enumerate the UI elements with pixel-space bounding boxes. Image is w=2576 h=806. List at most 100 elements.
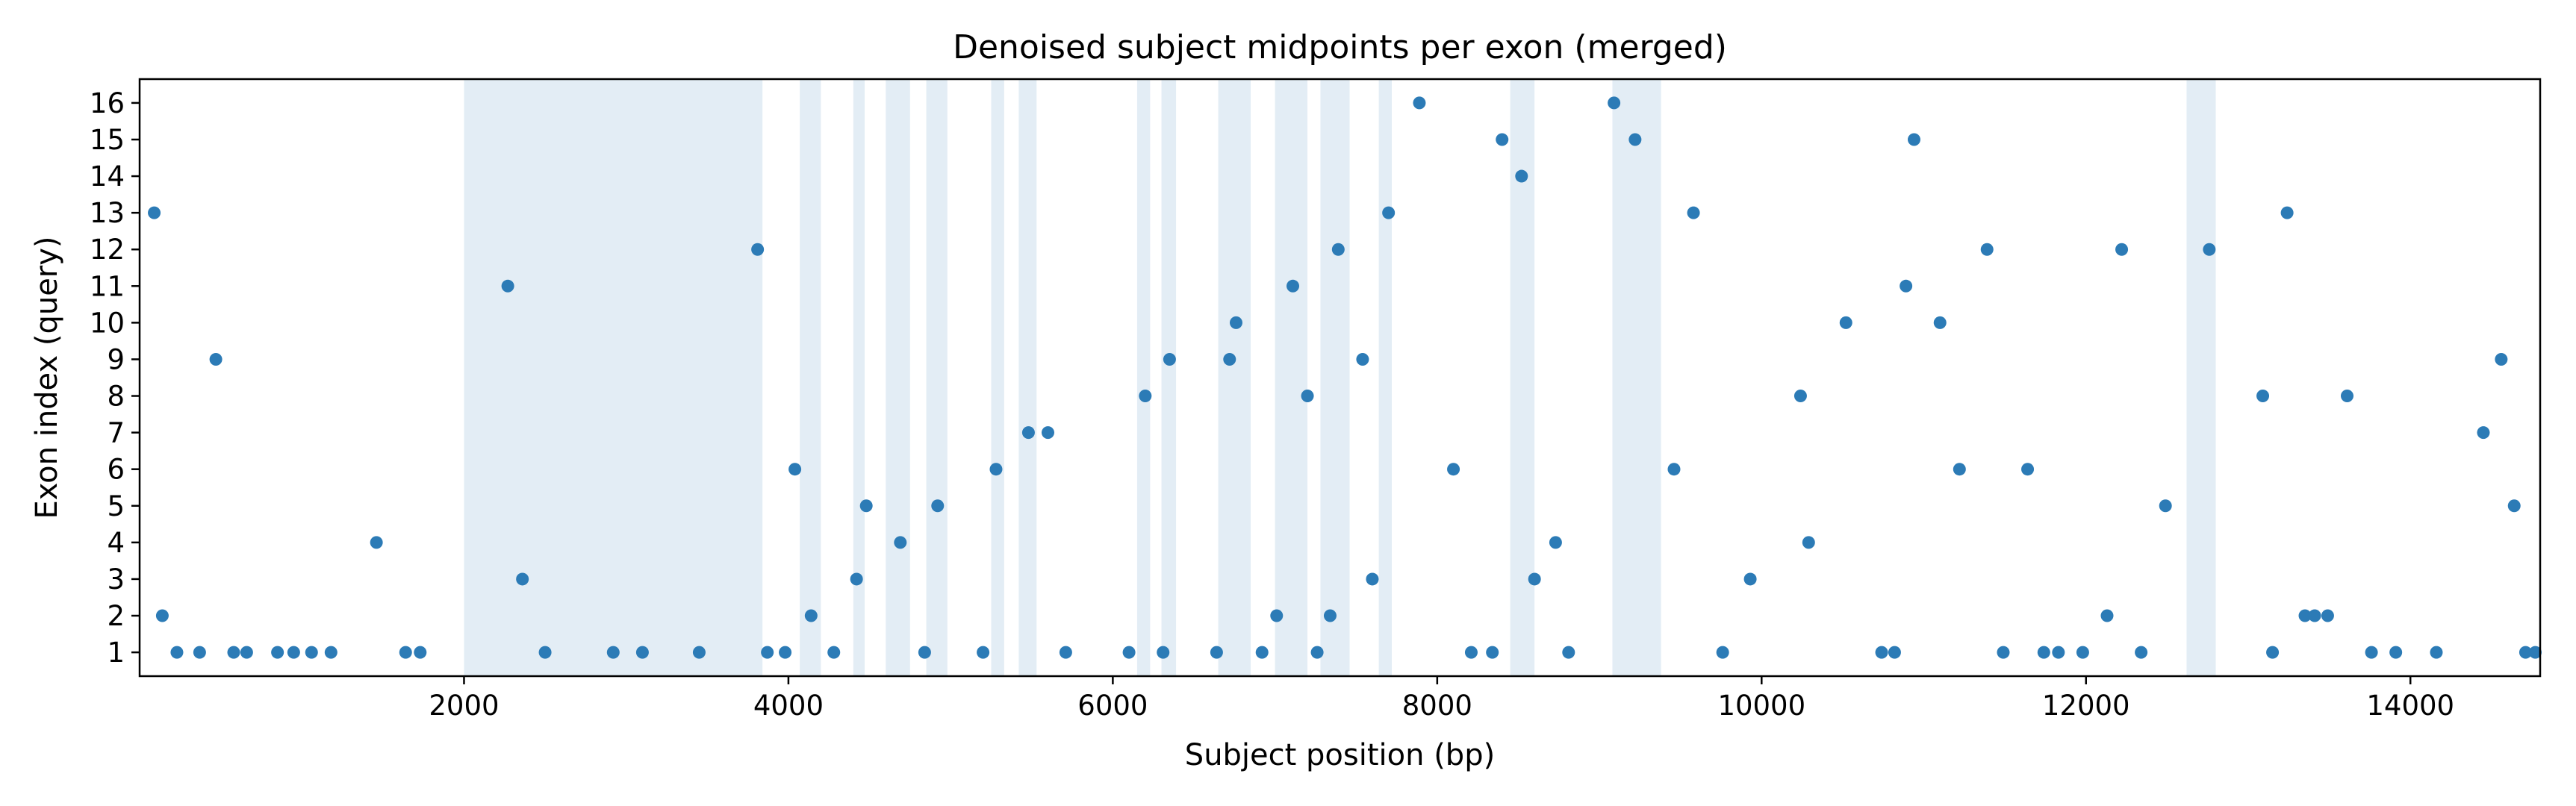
data-point	[2477, 426, 2490, 440]
y-tick-label: 14	[90, 160, 125, 193]
data-point	[1515, 169, 1528, 183]
data-point	[779, 646, 792, 659]
data-point	[271, 646, 284, 659]
shaded-region	[1320, 79, 1350, 676]
data-point	[2100, 609, 2114, 622]
y-tick-label: 8	[107, 381, 125, 413]
shaded-region	[1136, 79, 1151, 676]
data-point	[606, 646, 620, 659]
data-point	[1907, 133, 1920, 146]
data-point	[1486, 646, 1499, 659]
data-point	[1301, 390, 1314, 403]
data-point	[370, 536, 383, 549]
y-tick-label: 6	[107, 454, 125, 486]
data-point	[692, 646, 706, 659]
data-point	[2507, 499, 2521, 513]
shaded-region	[991, 79, 1004, 676]
shaded-region	[1018, 79, 1037, 676]
data-point	[1229, 316, 1242, 329]
data-point	[240, 646, 253, 659]
data-point	[1687, 206, 1700, 219]
data-point	[1528, 572, 1541, 586]
data-point	[1366, 572, 1379, 586]
data-point	[1021, 426, 1035, 440]
data-point	[209, 352, 223, 366]
data-point	[1122, 646, 1136, 659]
shaded-region	[853, 79, 865, 676]
data-point	[193, 646, 206, 659]
data-point	[2308, 609, 2321, 622]
data-point	[1628, 133, 1642, 146]
data-point	[516, 572, 529, 586]
data-point	[2298, 609, 2312, 622]
x-tick-label: 8000	[1402, 690, 1472, 722]
data-point	[2115, 243, 2129, 256]
data-point	[1888, 646, 1901, 659]
data-point	[989, 463, 1003, 476]
data-point	[1608, 96, 1621, 110]
data-points	[148, 96, 2542, 659]
data-point	[1667, 463, 1681, 476]
y-tick-label: 13	[90, 197, 125, 229]
shaded-region	[1378, 79, 1393, 676]
data-point	[2266, 646, 2280, 659]
data-point	[1447, 463, 1460, 476]
x-tick-label: 2000	[429, 690, 499, 722]
data-point	[2021, 463, 2035, 476]
data-point	[1716, 646, 1729, 659]
data-point	[2037, 646, 2050, 659]
y-tick-label: 2	[107, 600, 125, 632]
data-point	[751, 243, 765, 256]
data-point	[2159, 499, 2172, 513]
data-point	[2280, 206, 2294, 219]
y-tick-label: 11	[90, 270, 125, 302]
shaded-region	[464, 79, 763, 676]
shaded-region	[1612, 79, 1661, 676]
data-point	[399, 646, 412, 659]
data-point	[1743, 572, 1757, 586]
y-tick-label: 16	[90, 87, 125, 119]
data-point	[1356, 352, 1369, 366]
y-tick-label: 4	[107, 527, 125, 559]
data-point	[1802, 536, 1815, 549]
data-point	[1980, 243, 1994, 256]
chart-title: Denoised subject midpoints per exon (mer…	[953, 28, 1727, 66]
data-point	[1464, 646, 1478, 659]
data-point	[2256, 390, 2270, 403]
shaded-region	[2186, 79, 2216, 676]
data-point	[2495, 352, 2508, 366]
data-point	[1157, 646, 1170, 659]
data-point	[1310, 646, 1324, 659]
data-point	[305, 646, 318, 659]
shaded-region	[926, 79, 948, 676]
data-point	[2076, 646, 2089, 659]
x-tick-label: 6000	[1077, 690, 1148, 722]
y-tick-label: 9	[107, 343, 125, 375]
data-point	[2052, 646, 2065, 659]
shaded-region	[1218, 79, 1251, 676]
data-point	[287, 646, 300, 659]
data-point	[1163, 352, 1176, 366]
y-tick-label: 10	[90, 307, 125, 339]
data-point	[1059, 646, 1072, 659]
x-tick-label: 10000	[1717, 690, 1805, 722]
shaded-region	[1161, 79, 1177, 676]
data-point	[1933, 316, 1947, 329]
data-point	[324, 646, 337, 659]
y-tick-label: 3	[107, 563, 125, 596]
y-tick-label: 1	[107, 637, 125, 669]
data-point	[1900, 279, 1913, 293]
data-point	[761, 646, 774, 659]
data-point	[894, 536, 907, 549]
y-tick-label: 7	[107, 417, 125, 449]
data-point	[1223, 352, 1236, 366]
data-point	[2430, 646, 2443, 659]
shaded-region	[1510, 79, 1535, 676]
data-point	[2135, 646, 2148, 659]
plot-frame	[138, 78, 2542, 678]
y-axis-title: Exon index (query)	[30, 236, 64, 519]
data-point	[2519, 646, 2532, 659]
x-tick-label: 12000	[2042, 690, 2130, 722]
data-point	[501, 279, 514, 293]
